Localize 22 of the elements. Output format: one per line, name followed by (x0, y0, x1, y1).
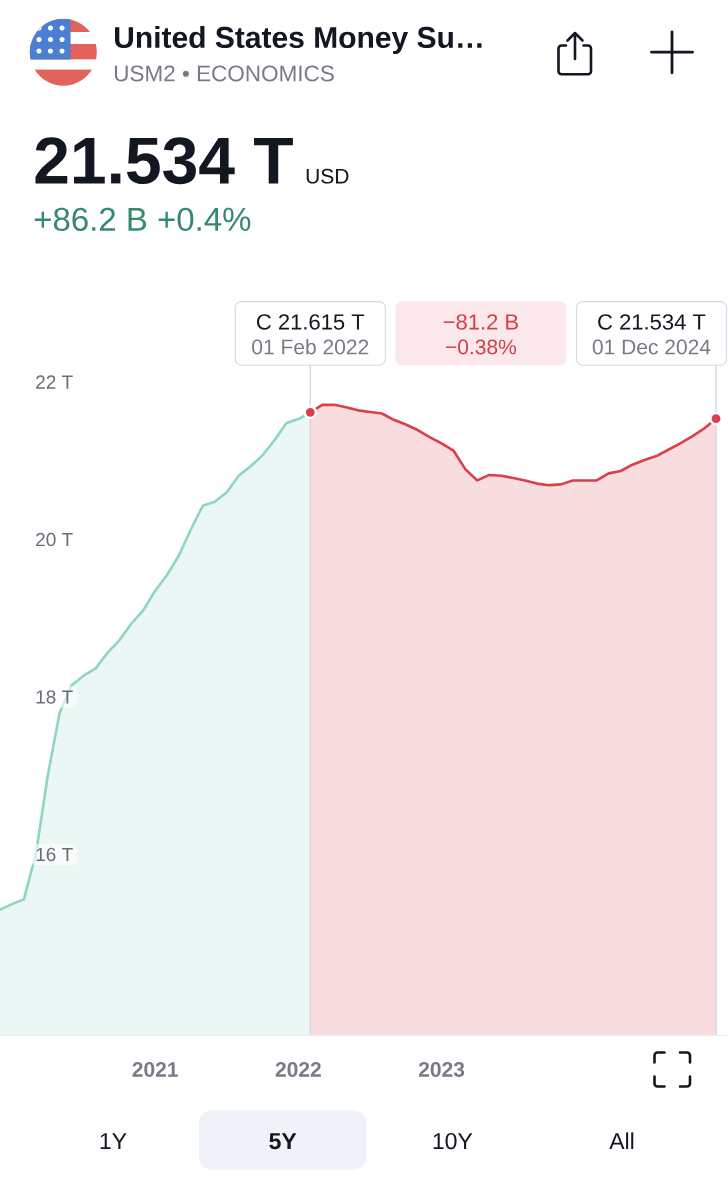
text: 10Y (433, 1132, 473, 1150)
y-tick-label: 16 T (36, 847, 73, 862)
y-tick-label: 20 T (36, 532, 73, 547)
text: All (609, 1132, 634, 1149)
y-tick-label: 18 T (36, 690, 73, 704)
text: +86.2 B +0.4% (34, 207, 251, 232)
annotation: 01 Feb 2022 (252, 339, 369, 355)
chart-title: United States Money Su… (115, 26, 482, 55)
annotation: 01 Dec 2024 (592, 339, 711, 355)
text: 5Y (269, 1133, 297, 1150)
chart-subtitle: USM2 • ECONOMICS (114, 65, 334, 82)
annotation: −0.38% (446, 339, 517, 355)
x-tick-label: 2023 (418, 1062, 465, 1077)
x-tick-label: 2022 (275, 1062, 321, 1077)
text: 21.534 T (35, 137, 293, 185)
text: USD (306, 168, 349, 184)
y-tick-label: 22 T (36, 375, 73, 389)
annotation: C 21.534 T (598, 314, 706, 330)
text: 1Y (100, 1133, 127, 1149)
annotation: C 21.615 T (256, 314, 365, 330)
x-tick-label: 2021 (132, 1062, 178, 1077)
annotation: −81.2 B (443, 314, 518, 330)
